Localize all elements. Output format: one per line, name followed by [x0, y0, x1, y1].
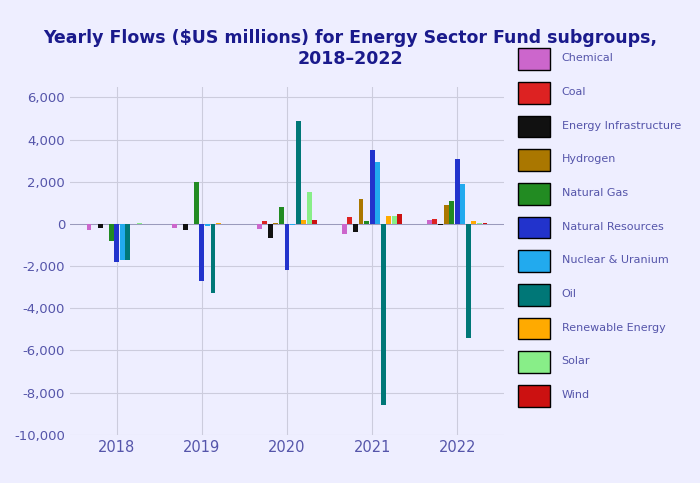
Text: Chemical: Chemical: [561, 53, 614, 63]
FancyBboxPatch shape: [518, 351, 550, 373]
Bar: [461, 184, 466, 224]
Text: Natural Gas: Natural Gas: [561, 188, 628, 198]
Bar: [364, 221, 369, 224]
Bar: [268, 224, 273, 238]
Bar: [386, 215, 391, 224]
Bar: [97, 224, 102, 228]
Bar: [438, 224, 443, 225]
Bar: [114, 224, 119, 262]
Bar: [87, 224, 92, 230]
Bar: [211, 224, 216, 294]
Bar: [274, 223, 279, 224]
FancyBboxPatch shape: [518, 385, 550, 407]
Bar: [427, 220, 432, 224]
Bar: [444, 205, 449, 224]
Bar: [136, 223, 141, 224]
FancyBboxPatch shape: [518, 183, 550, 205]
FancyBboxPatch shape: [518, 250, 550, 272]
Bar: [392, 215, 397, 224]
Text: Coal: Coal: [561, 87, 587, 97]
Bar: [347, 216, 352, 224]
FancyBboxPatch shape: [518, 216, 550, 239]
Bar: [358, 199, 363, 224]
Text: Yearly Flows ($US millions) for Energy Sector Fund subgroups,
2018–2022: Yearly Flows ($US millions) for Energy S…: [43, 29, 657, 68]
Bar: [257, 224, 262, 229]
Bar: [199, 224, 204, 281]
Bar: [353, 224, 358, 232]
Bar: [482, 223, 487, 224]
Bar: [455, 158, 460, 224]
Bar: [108, 224, 113, 241]
Bar: [120, 224, 125, 260]
Text: Oil: Oil: [561, 289, 577, 299]
Text: Wind: Wind: [561, 390, 590, 400]
Bar: [466, 224, 471, 338]
Bar: [375, 162, 380, 224]
Bar: [194, 182, 199, 224]
Bar: [342, 224, 346, 234]
Text: Nuclear & Uranium: Nuclear & Uranium: [561, 255, 668, 265]
Bar: [301, 220, 306, 224]
FancyBboxPatch shape: [518, 48, 550, 70]
Bar: [381, 224, 386, 405]
Bar: [183, 224, 188, 230]
FancyBboxPatch shape: [518, 284, 550, 306]
FancyBboxPatch shape: [518, 318, 550, 340]
Bar: [125, 224, 130, 260]
Bar: [216, 223, 221, 224]
FancyBboxPatch shape: [518, 149, 550, 171]
Bar: [449, 201, 454, 224]
Bar: [205, 224, 210, 226]
Bar: [290, 224, 295, 225]
Text: Renewable Energy: Renewable Energy: [561, 323, 666, 332]
Bar: [370, 150, 374, 224]
Bar: [477, 223, 482, 224]
Bar: [279, 207, 284, 224]
Text: Solar: Solar: [561, 356, 590, 366]
Bar: [433, 219, 438, 224]
Bar: [262, 221, 267, 224]
Bar: [312, 220, 317, 224]
Bar: [398, 214, 402, 224]
FancyBboxPatch shape: [518, 82, 550, 104]
Bar: [307, 192, 312, 224]
Text: Energy Infrastructure: Energy Infrastructure: [561, 121, 681, 130]
FancyBboxPatch shape: [518, 115, 550, 138]
Bar: [284, 224, 290, 270]
Bar: [472, 221, 477, 224]
Bar: [172, 224, 176, 228]
Text: Natural Resources: Natural Resources: [561, 222, 664, 231]
Text: Hydrogen: Hydrogen: [561, 154, 616, 164]
Bar: [295, 121, 300, 224]
